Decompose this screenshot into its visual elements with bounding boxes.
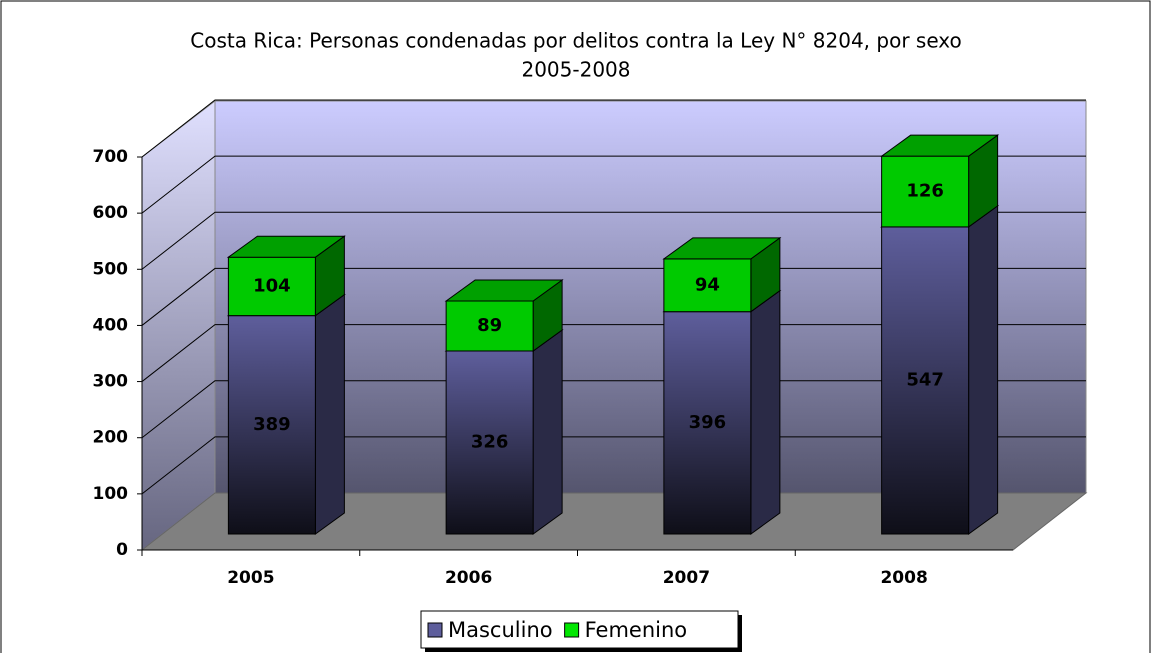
bar-front-shade xyxy=(228,315,316,534)
grid-line xyxy=(141,99,1086,158)
bar-segment xyxy=(662,289,782,535)
bar-segment xyxy=(226,235,346,317)
grid-line xyxy=(141,267,1086,326)
chart-subtitle: 2005-2008 xyxy=(521,58,630,82)
grid-line xyxy=(141,324,1086,382)
y-tick-label: 600 xyxy=(93,203,129,223)
bar-side-shade xyxy=(968,135,998,227)
data-label: 89 xyxy=(477,315,502,336)
bar-side-shade xyxy=(533,280,563,351)
bar-front xyxy=(881,155,970,228)
bar-front-shade xyxy=(663,311,751,534)
y-tick-label: 0 xyxy=(116,540,128,560)
grid-line xyxy=(141,211,1086,270)
bar-segment xyxy=(444,279,564,352)
bar-front-shade xyxy=(881,226,969,535)
bar-side-shade xyxy=(750,290,780,534)
bar-front-shade xyxy=(881,156,969,227)
bar-top xyxy=(662,237,782,260)
legend-label: Femenino xyxy=(585,618,688,642)
bar-segment xyxy=(662,236,782,313)
bar-top xyxy=(880,134,1000,157)
bar-front xyxy=(663,258,752,313)
data-label: 104 xyxy=(253,275,291,296)
bar-front-shade xyxy=(446,350,534,534)
data-label: 396 xyxy=(689,412,727,433)
y-tick-label: 300 xyxy=(93,372,129,392)
y-tick-label: 500 xyxy=(93,259,129,279)
bar-front-shade xyxy=(663,258,751,312)
legend: Masculino Femenino xyxy=(420,610,742,652)
bar-top xyxy=(444,279,564,302)
x-tick-label: 2006 xyxy=(445,568,492,588)
bar-side-shade xyxy=(968,205,998,535)
y-tick-label: 200 xyxy=(93,428,129,448)
bar-side-shade xyxy=(533,329,563,534)
bar-top-shade xyxy=(881,135,998,157)
legend-swatch xyxy=(564,622,580,638)
bar-top xyxy=(226,235,346,258)
y-tick-label: 700 xyxy=(93,147,129,167)
bar-front-shade xyxy=(228,257,316,316)
bar-front xyxy=(227,256,316,317)
grid-line xyxy=(141,436,1086,495)
legend-swatch xyxy=(427,622,443,638)
x-tick-label: 2005 xyxy=(227,568,274,588)
y-tick-label: 100 xyxy=(93,484,129,504)
data-label: 126 xyxy=(906,181,944,202)
bar-side-shade xyxy=(315,294,345,534)
grid-line xyxy=(141,380,1086,439)
bar-side-shade xyxy=(315,236,345,316)
data-label: 326 xyxy=(471,431,509,452)
legend-label: Masculino xyxy=(448,618,553,642)
data-label: 389 xyxy=(253,414,291,435)
y-tick-label: 400 xyxy=(93,315,129,335)
data-label: 94 xyxy=(695,274,720,295)
bar-top-shade xyxy=(228,236,345,258)
bar-top-shade xyxy=(663,237,780,259)
data-label: 547 xyxy=(906,369,944,390)
grid-line xyxy=(141,155,1086,214)
x-tick-label: 2007 xyxy=(663,568,710,588)
bar-segment xyxy=(880,134,1000,228)
legend-box xyxy=(420,610,739,649)
side-wall xyxy=(141,99,216,552)
chart-title: Costa Rica: Personas condenadas por deli… xyxy=(190,29,961,53)
bar-front-shade xyxy=(446,301,534,351)
bar-side-shade xyxy=(750,237,780,312)
x-tick-label: 2008 xyxy=(880,568,927,588)
bar-top-shade xyxy=(446,280,563,302)
